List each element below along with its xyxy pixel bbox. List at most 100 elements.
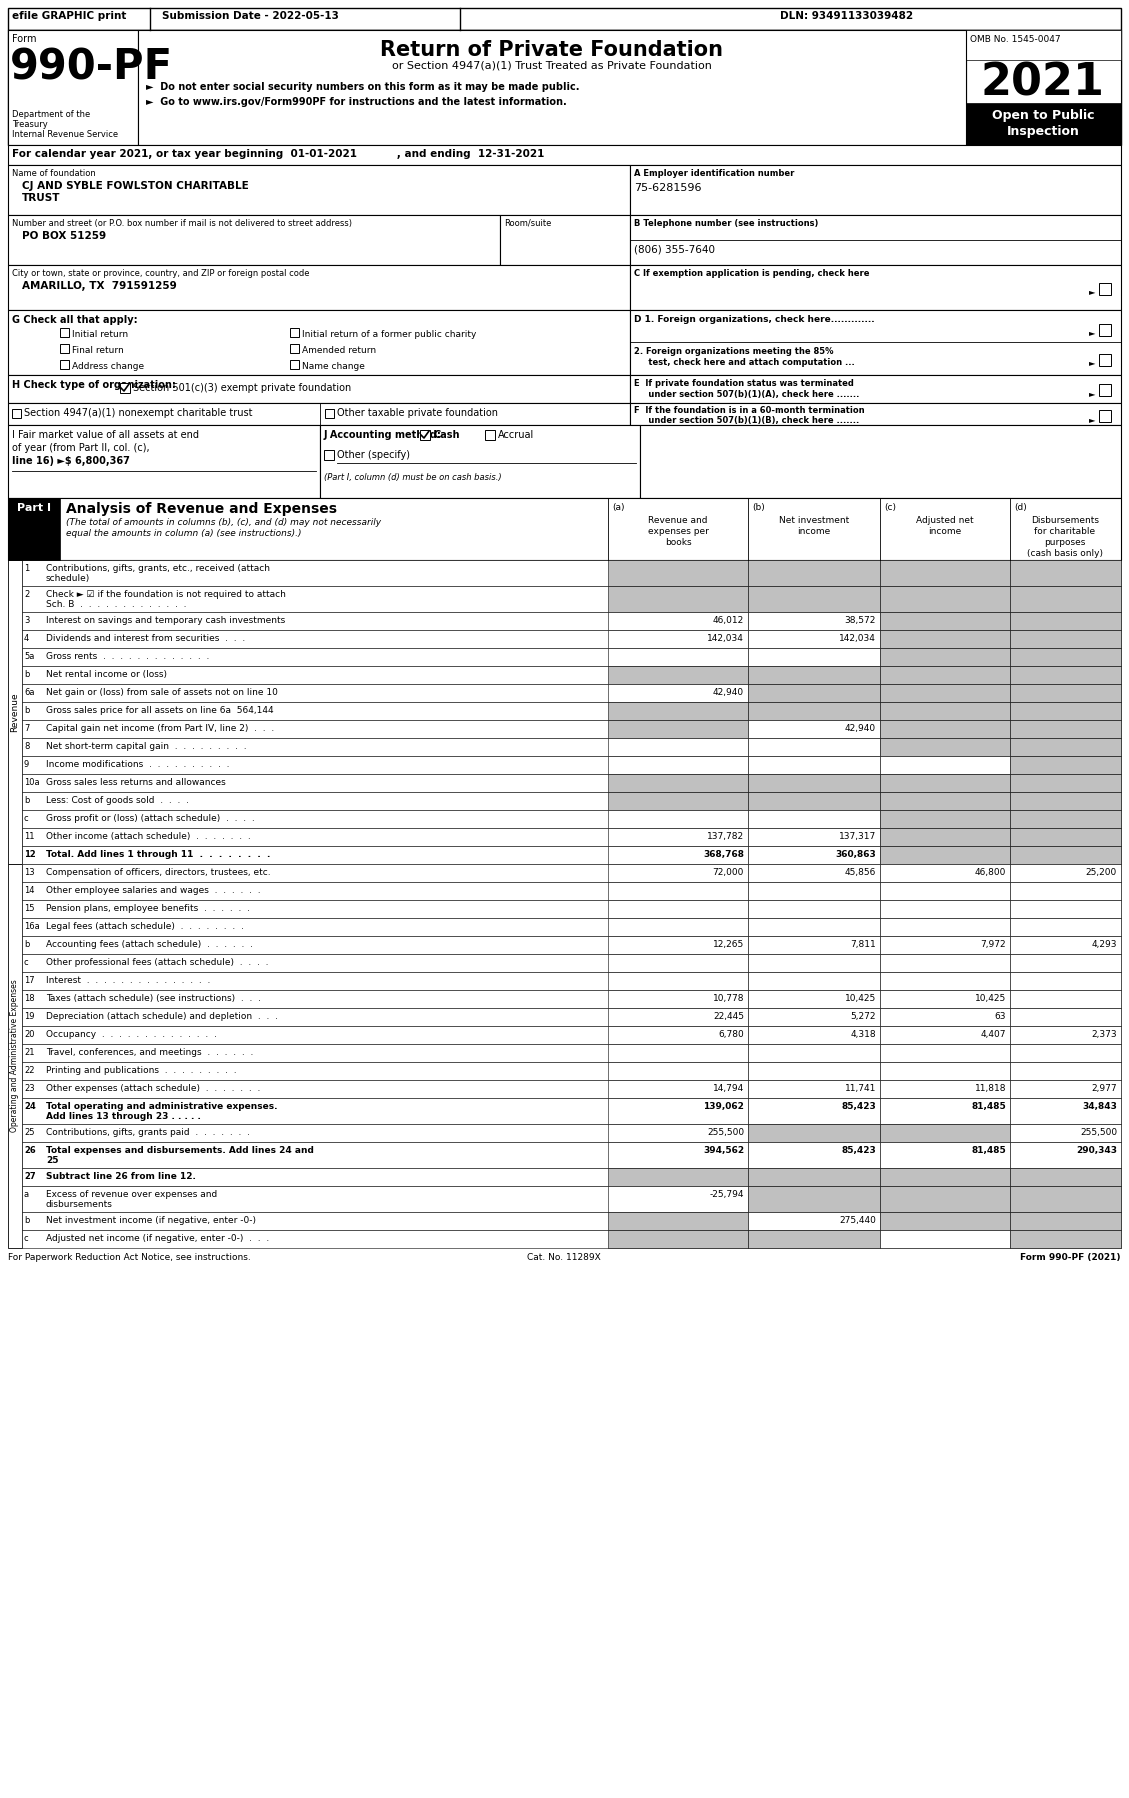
Text: 42,940: 42,940 bbox=[712, 689, 744, 698]
Bar bbox=[8, 309, 630, 376]
Bar bbox=[21, 629, 1121, 647]
Bar bbox=[879, 586, 1010, 611]
Bar bbox=[21, 937, 1121, 955]
Text: Return of Private Foundation: Return of Private Foundation bbox=[380, 40, 724, 59]
Text: Part I: Part I bbox=[17, 503, 51, 512]
Text: c: c bbox=[24, 958, 28, 967]
Bar bbox=[749, 719, 879, 737]
Text: 85,423: 85,423 bbox=[841, 1102, 876, 1111]
Bar bbox=[609, 955, 749, 973]
Bar bbox=[60, 343, 69, 352]
Text: Less: Cost of goods sold  .  .  .  .: Less: Cost of goods sold . . . . bbox=[46, 797, 189, 806]
Bar bbox=[609, 1230, 749, 1248]
Bar bbox=[879, 1099, 1010, 1124]
Bar bbox=[609, 773, 749, 791]
Bar bbox=[879, 901, 1010, 919]
Text: 13: 13 bbox=[24, 868, 35, 877]
Text: 6a: 6a bbox=[24, 689, 35, 698]
Bar bbox=[1010, 1212, 1121, 1230]
Text: Gross sales price for all assets on line 6a  564,144: Gross sales price for all assets on line… bbox=[46, 707, 273, 716]
Text: Name of foundation: Name of foundation bbox=[12, 169, 96, 178]
Bar bbox=[879, 1063, 1010, 1081]
Bar bbox=[749, 737, 879, 755]
Bar bbox=[609, 1081, 749, 1099]
Bar bbox=[500, 216, 630, 264]
Bar bbox=[1010, 559, 1121, 586]
Bar bbox=[420, 430, 430, 441]
Bar bbox=[749, 901, 879, 919]
Bar bbox=[879, 973, 1010, 991]
Text: Net investment: Net investment bbox=[779, 516, 849, 525]
Text: 2. Foreign organizations meeting the 85%: 2. Foreign organizations meeting the 85% bbox=[634, 347, 833, 356]
Bar bbox=[1010, 586, 1121, 611]
Bar bbox=[749, 586, 879, 611]
Text: 18: 18 bbox=[24, 994, 35, 1003]
Bar bbox=[290, 343, 299, 352]
Text: equal the amounts in column (a) (see instructions).): equal the amounts in column (a) (see ins… bbox=[65, 529, 301, 538]
Bar bbox=[749, 1124, 879, 1142]
Text: Other income (attach schedule)  .  .  .  .  .  .  .: Other income (attach schedule) . . . . .… bbox=[46, 832, 251, 841]
Text: 19: 19 bbox=[24, 1012, 35, 1021]
Bar bbox=[8, 559, 21, 865]
Bar bbox=[749, 773, 879, 791]
Text: Legal fees (attach schedule)  .  .  .  .  .  .  .  .: Legal fees (attach schedule) . . . . . .… bbox=[46, 922, 244, 931]
Bar bbox=[966, 31, 1121, 146]
Bar bbox=[21, 901, 1121, 919]
Text: 6,780: 6,780 bbox=[718, 1030, 744, 1039]
Bar bbox=[609, 559, 749, 586]
Bar bbox=[1010, 901, 1121, 919]
Text: 24: 24 bbox=[24, 1102, 36, 1111]
Bar bbox=[879, 1027, 1010, 1045]
Bar bbox=[1010, 1027, 1121, 1045]
Bar bbox=[879, 719, 1010, 737]
Text: Department of the: Department of the bbox=[12, 110, 90, 119]
Text: 85,423: 85,423 bbox=[841, 1145, 876, 1154]
Bar bbox=[749, 629, 879, 647]
Text: Final return: Final return bbox=[72, 345, 124, 354]
Text: books: books bbox=[665, 538, 691, 547]
Bar bbox=[749, 647, 879, 665]
Text: a: a bbox=[24, 1190, 29, 1199]
Bar bbox=[1010, 991, 1121, 1009]
Text: 12: 12 bbox=[24, 850, 36, 859]
Text: 2021: 2021 bbox=[981, 61, 1105, 104]
Bar bbox=[8, 264, 630, 309]
Bar bbox=[630, 264, 1121, 309]
Text: Other taxable private foundation: Other taxable private foundation bbox=[336, 408, 498, 417]
Bar bbox=[8, 376, 630, 403]
Text: b: b bbox=[24, 707, 29, 716]
Bar bbox=[609, 1169, 749, 1187]
Text: 4: 4 bbox=[24, 635, 29, 644]
Text: 17: 17 bbox=[24, 976, 35, 985]
Text: CJ AND SYBLE FOWLSTON CHARITABLE: CJ AND SYBLE FOWLSTON CHARITABLE bbox=[21, 182, 248, 191]
Bar bbox=[21, 811, 1121, 829]
Text: 81,485: 81,485 bbox=[971, 1145, 1006, 1154]
Bar bbox=[1010, 701, 1121, 719]
Text: 360,863: 360,863 bbox=[835, 850, 876, 859]
Text: or Section 4947(a)(1) Trust Treated as Private Foundation: or Section 4947(a)(1) Trust Treated as P… bbox=[392, 59, 712, 70]
Bar bbox=[1010, 955, 1121, 973]
Bar bbox=[21, 1124, 1121, 1142]
Bar bbox=[1010, 865, 1121, 883]
Bar bbox=[21, 701, 1121, 719]
Text: Inspection: Inspection bbox=[1007, 126, 1079, 138]
Text: 42,940: 42,940 bbox=[844, 725, 876, 734]
Bar bbox=[1010, 1045, 1121, 1063]
Bar bbox=[609, 865, 749, 883]
Text: 81,485: 81,485 bbox=[971, 1102, 1006, 1111]
Text: 2,373: 2,373 bbox=[1092, 1030, 1117, 1039]
Text: 137,317: 137,317 bbox=[839, 832, 876, 841]
Bar bbox=[749, 611, 879, 629]
Text: 255,500: 255,500 bbox=[1079, 1127, 1117, 1136]
Bar bbox=[609, 629, 749, 647]
Bar bbox=[8, 1250, 1121, 1268]
Text: 2,977: 2,977 bbox=[1092, 1084, 1117, 1093]
Text: Capital gain net income (from Part IV, line 2)  .  .  .: Capital gain net income (from Part IV, l… bbox=[46, 725, 274, 734]
Text: 3: 3 bbox=[24, 617, 29, 626]
Text: 20: 20 bbox=[24, 1030, 35, 1039]
Text: b: b bbox=[24, 1215, 29, 1224]
Text: Accrual: Accrual bbox=[498, 430, 534, 441]
Text: c: c bbox=[24, 1233, 28, 1242]
Text: purposes: purposes bbox=[1044, 538, 1086, 547]
Bar bbox=[21, 955, 1121, 973]
